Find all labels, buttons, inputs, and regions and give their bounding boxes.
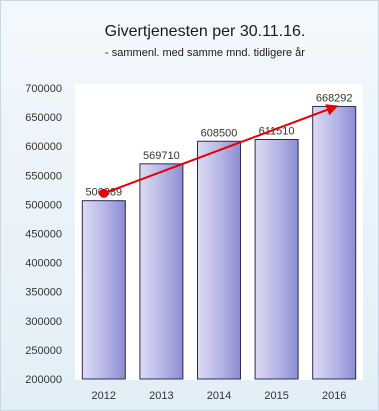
x-tick-label: 2013 xyxy=(149,390,173,402)
trend-arrow xyxy=(99,104,339,198)
y-tick-label: 200000 xyxy=(25,374,62,386)
bar-2012 xyxy=(81,200,126,380)
y-tick-label: 500000 xyxy=(25,199,62,211)
bar-2013 xyxy=(139,163,184,380)
x-tick-label: 2012 xyxy=(92,390,116,402)
y-tick-label: 650000 xyxy=(25,112,62,124)
y-tick-label: 350000 xyxy=(25,287,62,299)
bar-2015 xyxy=(254,139,299,380)
y-tick-label: 400000 xyxy=(25,258,62,270)
chart-title: Givertjenesten per 30.11.16. xyxy=(105,23,306,40)
trend-start-dot xyxy=(99,188,109,198)
y-tick-label: 700000 xyxy=(25,83,62,95)
data-label: 611510 xyxy=(259,126,295,138)
data-label: 668292 xyxy=(316,92,353,104)
x-axis-ticks: 2012 2013 2014 2015 2016 xyxy=(92,390,347,402)
x-tick-label: 2014 xyxy=(207,390,231,402)
bar-2016 xyxy=(312,105,357,380)
x-tick-label: 2015 xyxy=(264,390,288,402)
y-tick-label: 450000 xyxy=(25,229,62,241)
y-tick-label: 300000 xyxy=(25,316,62,328)
y-tick-label: 250000 xyxy=(25,345,62,357)
data-label: 608500 xyxy=(201,127,238,139)
trend-line xyxy=(103,104,339,195)
y-tick-label: 600000 xyxy=(25,141,62,153)
bars xyxy=(81,105,357,380)
y-axis-ticks: 200000 250000 300000 350000 400000 450000 5000… xyxy=(25,83,62,386)
data-label: 569710 xyxy=(143,150,180,162)
chart-subtitle: - sammenl. med samme mnd. tidligere år xyxy=(105,47,305,59)
x-tick-label: 2016 xyxy=(322,390,346,402)
bar-2014 xyxy=(197,140,241,380)
y-tick-label: 550000 xyxy=(25,170,62,182)
